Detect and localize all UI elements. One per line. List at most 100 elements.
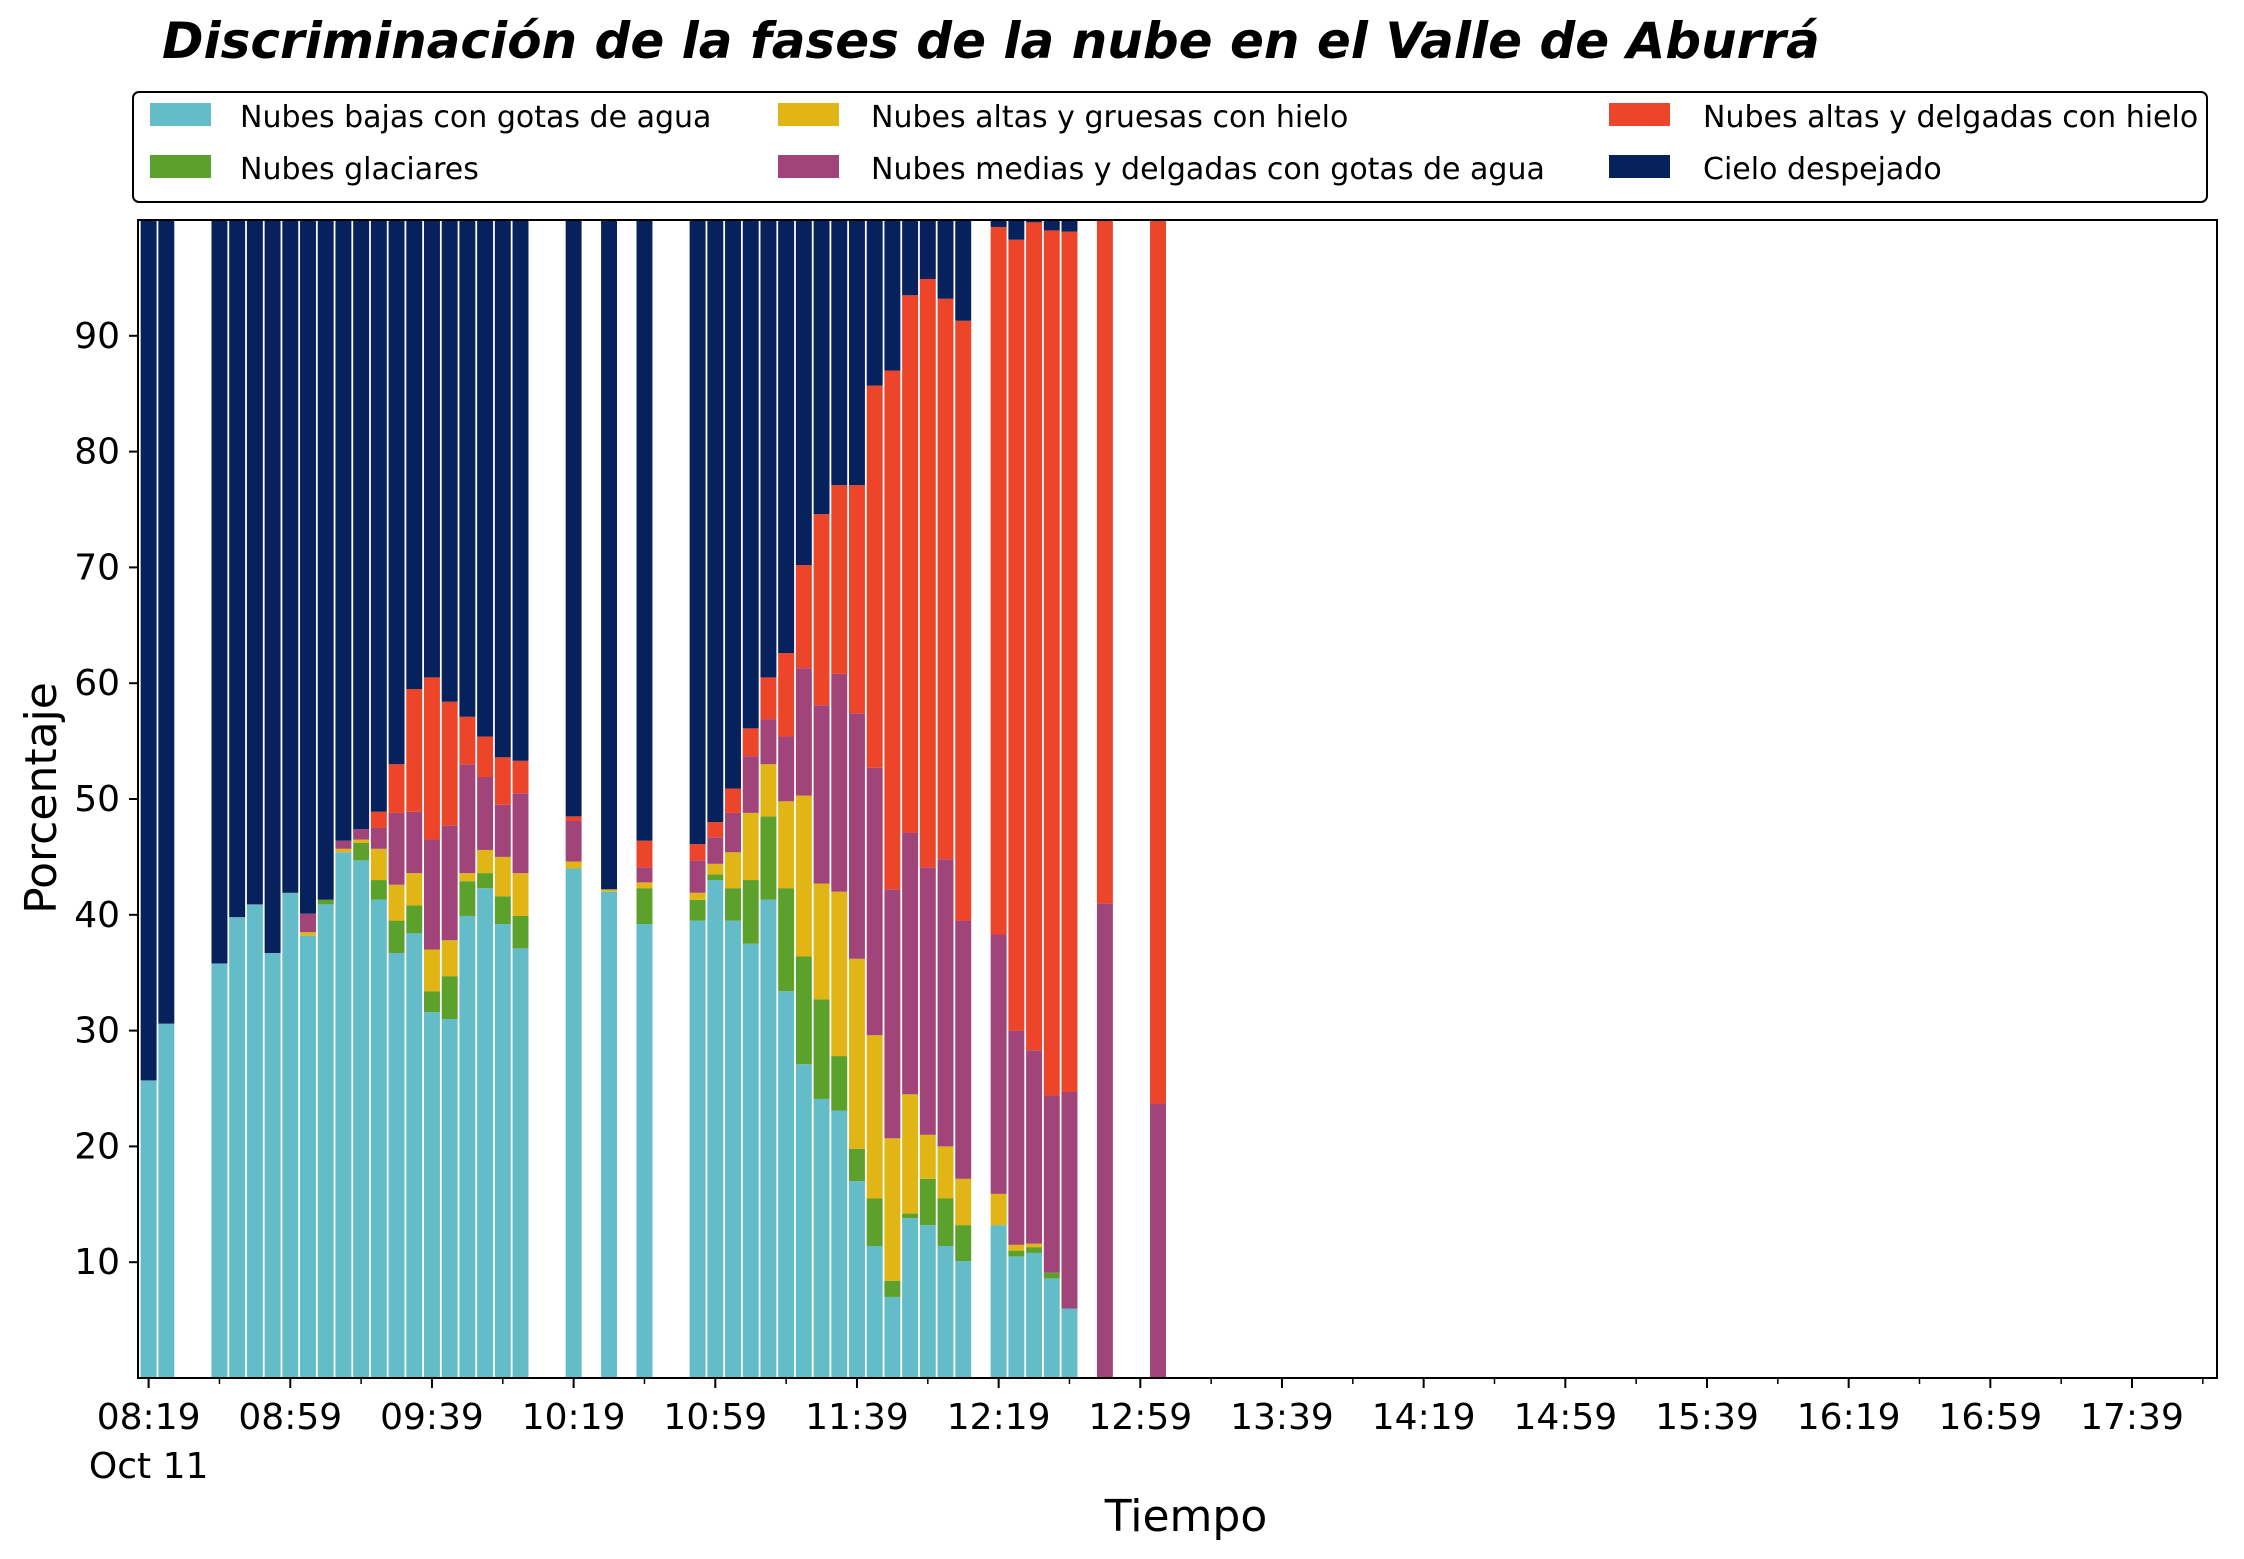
bar-28-segment-2	[760, 816, 777, 900]
bar-32-segment-3	[831, 891, 848, 1057]
bar-2-segment-1	[158, 1023, 175, 1378]
bar-31-segment-3	[813, 883, 830, 1000]
bar-34-segment-4	[866, 767, 883, 1036]
bar-27-segment-3	[742, 812, 759, 881]
bar-13-segment-5	[388, 764, 405, 813]
bar-35-segment-3	[884, 1138, 901, 1281]
legend-label-5: Nubes altas y delgadas con hielo	[1703, 100, 2198, 135]
bar-4-segment-1	[229, 917, 246, 1378]
bar-30-segment-6	[795, 220, 812, 566]
bar-25-segment-4	[707, 837, 724, 864]
legend-swatch-1	[150, 103, 211, 126]
bar-16-segment-2	[441, 976, 458, 1020]
y-tick-label: 50	[74, 779, 120, 820]
bar-10-segment-6	[335, 220, 352, 841]
bar-8-segment-6	[300, 220, 316, 914]
bar-44-segment-6	[1061, 220, 1078, 232]
y-tick-label: 90	[74, 316, 120, 357]
bar-44-segment-1	[1061, 1308, 1078, 1378]
x-tick-label: 17:39	[2080, 1397, 2184, 1438]
bar-24-segment-5	[689, 844, 706, 861]
bar-32-segment-2	[831, 1056, 848, 1111]
x-tick-label: 13:39	[1230, 1397, 1334, 1438]
bar-18-segment-6	[477, 220, 494, 737]
bar-2-segment-6	[158, 220, 175, 1024]
bar-21-segment-5	[565, 816, 582, 821]
bar-32-segment-5	[831, 485, 848, 674]
bar-29-segment-3	[778, 801, 795, 889]
x-tick-label: 10:19	[522, 1397, 626, 1438]
bar-33-segment-1	[849, 1181, 865, 1378]
bar-8-segment-1	[300, 935, 316, 1378]
bar-43-segment-2	[1043, 1272, 1060, 1279]
y-tick-label: 20	[74, 1126, 120, 1167]
bar-36-segment-6	[902, 220, 919, 296]
bar-19-segment-6	[494, 220, 511, 758]
bar-8-segment-3	[300, 932, 316, 936]
bar-1-segment-1	[140, 1080, 157, 1378]
bar-39-segment-3	[955, 1178, 972, 1226]
bar-14-segment-1	[406, 933, 423, 1378]
bar-41-segment-4	[1008, 1030, 1025, 1245]
bar-12-segment-6	[370, 220, 387, 812]
bar-18-segment-4	[477, 777, 494, 850]
bar-40-segment-5	[990, 226, 1007, 935]
bar-22-segment-3	[601, 889, 618, 892]
bar-13-segment-4	[388, 812, 405, 885]
bar-9-segment-6	[317, 220, 334, 900]
bar-26-segment-4	[725, 812, 741, 853]
bar-31-segment-5	[813, 514, 830, 706]
bar-35-segment-2	[884, 1280, 901, 1297]
bar-42-segment-6	[1026, 220, 1043, 223]
bar-19-segment-2	[494, 896, 511, 925]
bar-41-segment-6	[1008, 220, 1025, 240]
bar-39-segment-2	[955, 1225, 972, 1262]
bar-38-segment-4	[937, 859, 954, 1147]
bar-29-segment-2	[778, 888, 795, 992]
bar-7-segment-6	[282, 220, 299, 893]
bar-20-segment-4	[512, 793, 529, 874]
legend-entry-4: Nubes medias y delgadas con gotas de agu…	[778, 152, 1545, 187]
bar-35-segment-5	[884, 370, 901, 890]
bar-17-segment-1	[459, 915, 476, 1378]
bar-24-segment-3	[689, 892, 706, 900]
bar-33-segment-4	[849, 713, 865, 959]
y-tick-label: 40	[74, 895, 120, 936]
bar-27-segment-4	[742, 756, 759, 813]
bar-14-segment-4	[406, 811, 423, 874]
bar-43-segment-4	[1043, 1095, 1060, 1273]
bar-20-segment-6	[512, 220, 529, 761]
bar-29-segment-1	[778, 991, 795, 1378]
x-tick-label: 16:59	[1938, 1397, 2042, 1438]
bar-35-segment-1	[884, 1296, 901, 1378]
x-tick-label: 11:39	[805, 1397, 909, 1438]
bar-37-segment-3	[919, 1134, 936, 1179]
legend-label-2: Nubes glaciares	[240, 152, 479, 187]
bar-14-segment-3	[406, 873, 423, 906]
bar-12-segment-5	[370, 811, 387, 828]
bar-40-segment-1	[990, 1225, 1007, 1378]
bar-22-segment-6	[601, 220, 618, 890]
bar-16-segment-1	[441, 1019, 458, 1378]
bar-41-segment-1	[1008, 1256, 1025, 1378]
bar-26-segment-3	[725, 852, 741, 889]
bar-45-segment-4	[1096, 903, 1113, 1378]
bar-27-segment-1	[742, 943, 759, 1378]
bar-10-segment-3	[335, 848, 352, 853]
bar-37-segment-6	[919, 220, 936, 280]
bar-21-segment-1	[565, 868, 582, 1378]
legend-label-1: Nubes bajas con gotas de agua	[240, 100, 711, 135]
x-tick-label: 12:59	[1088, 1397, 1192, 1438]
legend-entry-3: Nubes altas y gruesas con hielo	[778, 100, 1348, 135]
bar-31-segment-1	[813, 1098, 830, 1378]
x-tick-label: 08:59	[238, 1397, 342, 1438]
bar-37-segment-2	[919, 1178, 936, 1226]
bar-31-segment-4	[813, 705, 830, 884]
bar-21-segment-4	[565, 821, 582, 862]
bar-34-segment-1	[866, 1245, 883, 1378]
y-tick-label: 60	[74, 663, 120, 704]
bar-42-segment-1	[1026, 1252, 1043, 1378]
legend-entry-6: Cielo despejado	[1609, 152, 1942, 187]
y-axis-label: Porcentaje	[16, 682, 67, 914]
bar-27-segment-2	[742, 880, 759, 944]
